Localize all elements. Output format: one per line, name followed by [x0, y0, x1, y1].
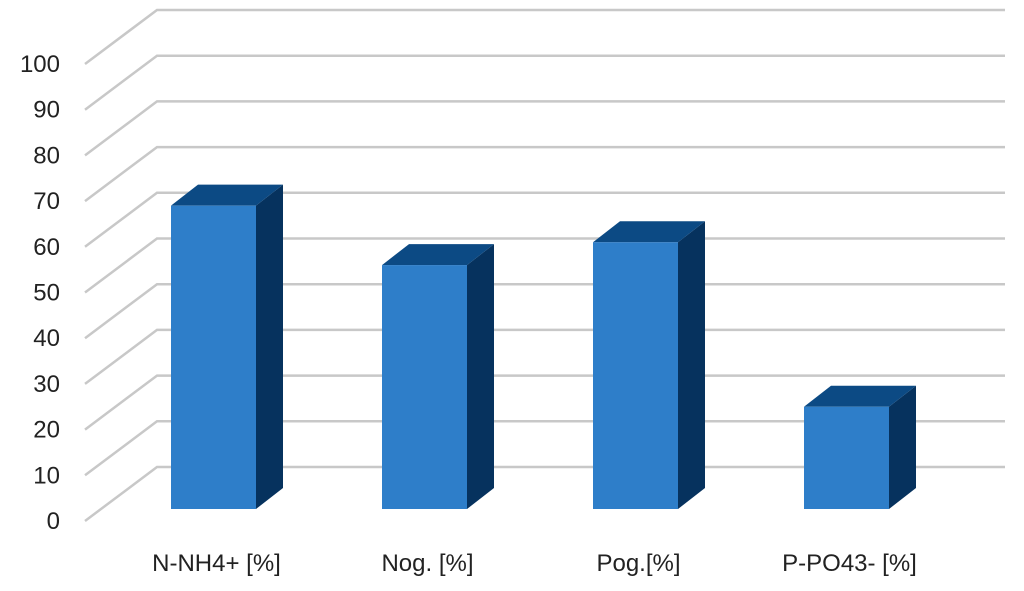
x-axis-categories: N-NH4+ [%] Nog. [%] Pog.[%] P-PO43- [%]: [152, 550, 917, 577]
bar: [593, 221, 705, 510]
gridlines: [84, 8, 1005, 522]
x-category-label: N-NH4+ [%]: [152, 550, 281, 577]
y-tick-label: 70: [33, 188, 60, 215]
gridline: [84, 282, 1005, 340]
y-tick-label: 100: [20, 51, 60, 78]
y-tick-label: 90: [33, 97, 60, 124]
bar-side-face: [889, 385, 916, 509]
gridline: [84, 465, 1005, 522]
gridline: [84, 54, 1005, 111]
bar-side-face: [256, 184, 283, 510]
bar-front-face: [804, 406, 889, 509]
y-tick-label: 20: [33, 417, 60, 444]
y-tick-label: 60: [33, 234, 60, 261]
y-tick-label: 50: [33, 280, 60, 307]
bar-top-face: [382, 244, 494, 266]
y-axis-ticks: 0 10 20 30 40 50 60 70 80 90 100: [20, 51, 60, 535]
y-tick-label: 0: [47, 508, 60, 535]
bar-top-face: [593, 221, 705, 243]
gridline: [84, 374, 1005, 431]
y-tick-label: 80: [33, 142, 60, 169]
y-tick-label: 40: [33, 325, 60, 352]
bar: [804, 385, 916, 509]
y-tick-label: 30: [33, 371, 60, 398]
x-category-label: Nog. [%]: [381, 550, 473, 577]
gridline: [84, 145, 1005, 203]
gridline: [84, 420, 1005, 477]
bar-side-face: [467, 244, 494, 509]
gridline: [84, 8, 1005, 65]
bar-front-face: [382, 265, 467, 509]
x-category-label: Pog.[%]: [596, 550, 680, 577]
x-category-label: P-PO43- [%]: [782, 550, 917, 577]
bar-top-face: [171, 184, 283, 206]
y-tick-label: 10: [33, 462, 60, 489]
bar-side-face: [678, 221, 705, 510]
bars: [171, 184, 916, 510]
gridline: [84, 100, 1005, 157]
gridline: [84, 191, 1005, 248]
bar-front-face: [593, 242, 678, 510]
gridline: [84, 328, 1005, 385]
bar: [382, 244, 494, 509]
bar: [171, 184, 283, 510]
bar-top-face: [804, 385, 916, 407]
gridline: [84, 237, 1005, 294]
bar-front-face: [171, 205, 256, 510]
